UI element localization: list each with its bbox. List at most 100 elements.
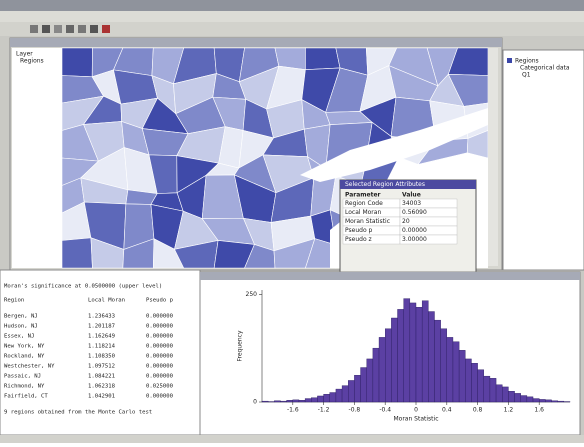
bar [404,299,410,402]
dialog-cell-text: 3.00000 [402,236,427,243]
bar [311,398,317,402]
bar [453,342,459,402]
x-tick-label: 0 [414,407,418,414]
bar [465,359,471,402]
layer-title: Layer [16,51,33,58]
report-cell: 1.118214 [88,344,116,350]
tool-button[interactable] [54,25,62,33]
x-tick-label: -0.4 [379,407,391,414]
scrollbar[interactable] [488,48,498,266]
bar [317,396,323,402]
layer-panel [12,48,62,268]
bar [293,400,299,402]
bar [410,303,416,402]
bar [373,348,379,402]
report-cell: 0.000000 [146,364,173,370]
report-cell: 0.025000 [146,384,173,390]
tool-button[interactable] [66,25,74,33]
bar [379,337,385,402]
bar [428,312,434,402]
dialog-cell-text: Local Moran [345,209,381,216]
bar [471,363,477,402]
report-cell: New York, NY [4,344,45,350]
bar [280,401,286,402]
x-tick-label: -1.2 [318,407,330,414]
x-tick-label: -1.6 [287,407,299,414]
report-title: Moran's significance at 0.0500000 (upper… [4,284,162,290]
bar [287,400,293,402]
bar [441,329,447,402]
bar [527,397,533,402]
report-cell: 0.000000 [146,394,173,400]
dialog-cell-text: 34003 [402,200,421,207]
report-cell: Rockland, NY [4,354,45,360]
bar [385,329,391,402]
tool-button[interactable] [90,25,98,33]
tool-button[interactable] [42,25,50,33]
legend-header: Categorical data [520,65,570,72]
report-cell: 0.000000 [146,354,173,360]
x-tick-label: -0.8 [349,407,361,414]
bar [354,375,360,402]
bar [305,399,311,402]
menu-bar [0,11,584,22]
bar [330,393,336,402]
bar [348,380,354,402]
report-cell: 1.042901 [88,394,115,400]
report-cell: Hudson, NJ [4,324,38,330]
x-tick-label: 1.6 [534,407,544,414]
report-cell: 1.062318 [88,384,116,390]
bar [262,401,268,402]
report-header: Local Moran [88,298,125,304]
toolbar [0,22,584,36]
bar [391,318,397,402]
report-cell: 1.108350 [88,354,115,360]
bar [545,400,551,402]
bar [478,370,484,402]
bar [342,386,348,402]
report-cell: 1.236433 [88,314,115,320]
tool-button[interactable] [30,25,38,33]
legend-swatch [507,58,512,63]
tool-button[interactable] [102,25,110,33]
bar [361,368,367,402]
report-cell: 0.000000 [146,324,173,330]
bar [422,301,428,402]
histogram-window-title [200,272,580,280]
bar [434,320,440,402]
region-legend [503,50,584,270]
tool-button[interactable] [78,25,86,33]
dialog-cell-text: 0.00000 [402,227,427,234]
dialog-cell-text: Pseudo z [345,236,372,243]
report-header: Region [4,298,24,304]
dialog-cell-text: Region Code [345,200,383,207]
dialog-cell-text: Pseudo p [345,227,373,234]
bar [552,401,558,402]
bar [521,396,527,402]
report-cell: 0.000000 [146,334,173,340]
status-bar [0,435,584,443]
bar [299,400,305,402]
report-cell: 0.000000 [146,314,173,320]
bar [459,350,465,402]
dialog-cell-text: 20 [402,218,410,225]
bar [274,401,280,402]
report-cell: 0.000000 [146,374,173,380]
report-cell: Westchester, NY [4,364,55,370]
bar [416,307,422,402]
layer-item: Regions [20,58,44,65]
bar [336,389,342,402]
bar [508,391,514,402]
y-tick-label: 0 [253,399,257,406]
report-cell: 0.000000 [146,344,173,350]
bar [484,376,490,402]
x-tick-label: 0.4 [442,407,452,414]
dialog-cell-text: Moran Statistic [345,218,390,225]
report-cell: Passaic, NJ [4,374,41,380]
region [62,48,92,77]
y-axis-label: Frequency [237,330,244,361]
report-cell: 1.097512 [88,364,115,370]
bar [558,401,564,402]
bar [447,337,453,402]
